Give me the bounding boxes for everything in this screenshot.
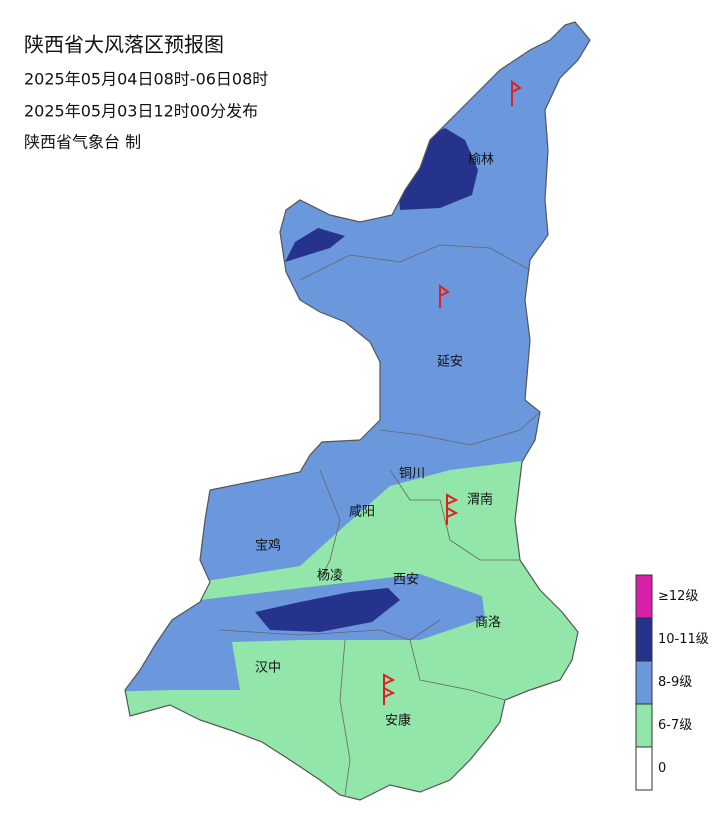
city-label: 铜川 [399,467,425,482]
city-borders [219,244,541,796]
city-label: 汉中 [255,661,281,676]
issuer: 陕西省气象台 制 [24,133,141,152]
legend-swatch [635,660,653,705]
city-label: 延安 [437,355,463,370]
legend-label: 8-9级 [658,675,692,690]
legend-label: 6-7级 [658,718,692,733]
map-title: 陕西省大风落区预报图 [24,33,224,57]
city-label: 安康 [385,713,411,729]
city-label: 咸阳 [349,505,375,520]
city-label: 商洛 [475,616,501,631]
legend-swatch [635,703,653,748]
legend-swatch [635,574,653,619]
city-label: 榆林 [468,153,494,168]
valid-time: 2025年05月04日08时-06日08时 [24,70,268,89]
region-10-11 [285,228,345,262]
city-label: 渭南 [467,492,493,508]
legend-label: 0 [658,761,666,776]
legend-swatch [635,746,653,791]
city-label: 西安 [393,573,419,588]
region-10-11 [255,588,400,632]
wind-flags [383,80,522,705]
city-label: 宝鸡 [255,538,281,554]
legend: ≥12级 10-11级 8-9级 6-7级 0 [635,574,709,791]
city-label: 杨凌 [317,569,343,584]
legend-label: 10-11级 [658,632,709,647]
legend-swatch [635,617,653,662]
legend-label: ≥12级 [658,589,698,604]
issue-time: 2025年05月03日12时00分发布 [24,102,258,121]
